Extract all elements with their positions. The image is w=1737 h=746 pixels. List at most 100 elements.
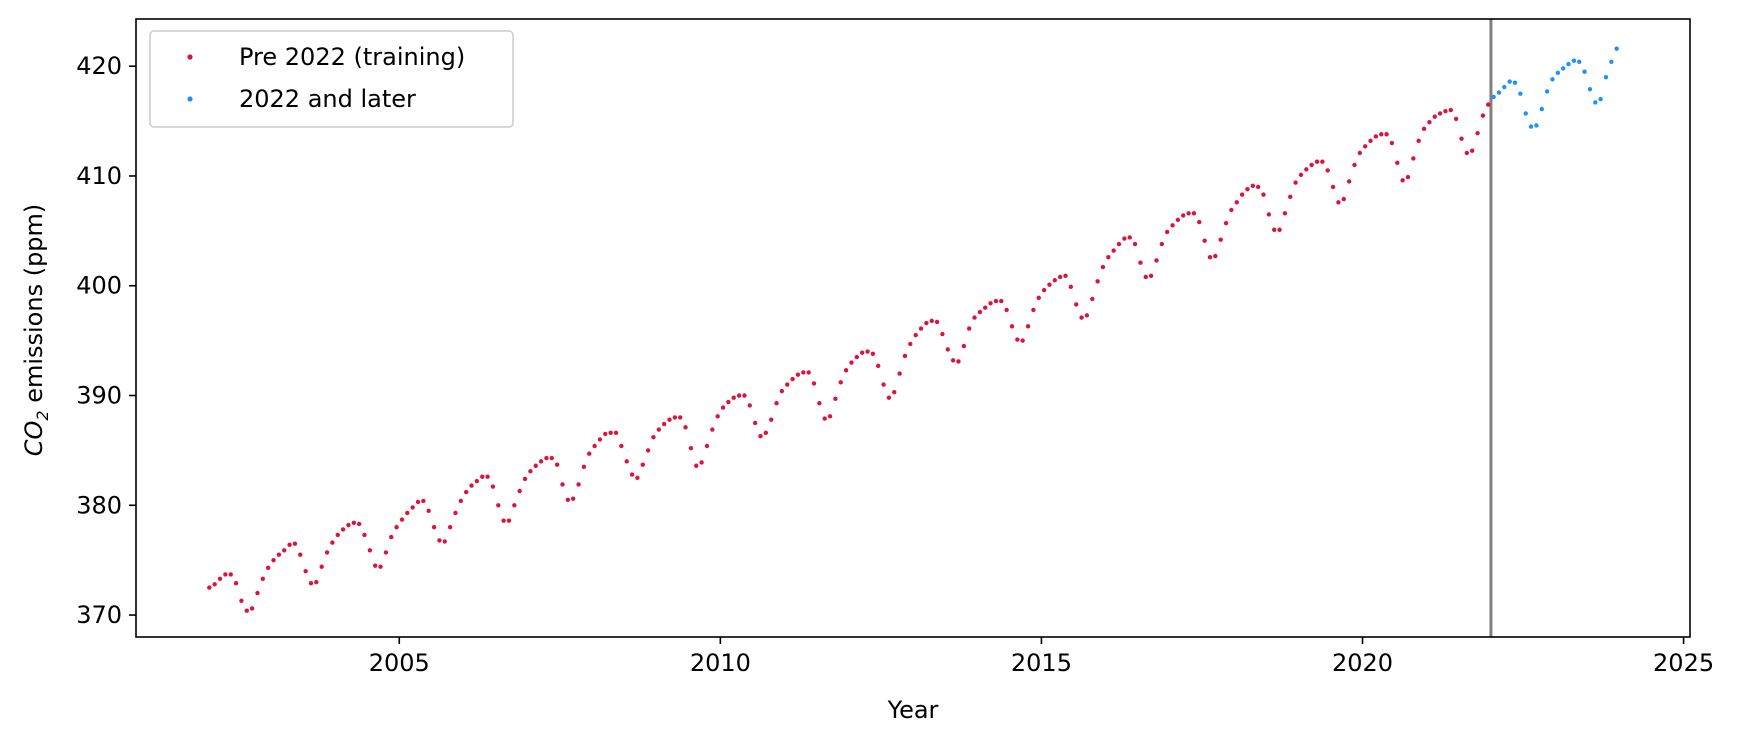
- data-point: [918, 326, 924, 331]
- data-point: [1363, 144, 1368, 149]
- data-point: [886, 395, 892, 400]
- y-axis-label-suffix: emissions (ppm): [20, 204, 48, 411]
- data-point: [603, 431, 608, 437]
- data-point: [576, 482, 581, 487]
- data-point: [1598, 96, 1603, 102]
- data-point: [736, 393, 742, 398]
- data-point: [651, 435, 656, 440]
- data-point: [560, 482, 565, 487]
- data-point: [1571, 58, 1577, 63]
- data-point: [383, 550, 389, 555]
- y-axis-label-prefix: CO: [20, 421, 48, 457]
- data-point: [1400, 178, 1405, 183]
- data-point: [442, 539, 447, 544]
- data-point: [983, 305, 988, 310]
- data-point: [469, 483, 474, 488]
- data-point: [319, 564, 324, 569]
- data-point: [1148, 273, 1154, 279]
- data-point: [870, 351, 876, 356]
- data-point: [1063, 273, 1068, 279]
- data-point: [244, 608, 249, 613]
- data-point: [827, 414, 833, 419]
- legend-box: [149, 30, 514, 128]
- data-point: [1261, 192, 1266, 197]
- data-point: [1528, 124, 1534, 129]
- data-point: [1379, 132, 1384, 137]
- data-point: [517, 488, 522, 494]
- data-point: [362, 532, 367, 538]
- data-point: [287, 542, 292, 547]
- data-point: [1432, 114, 1437, 119]
- data-point: [1512, 80, 1518, 85]
- data-point: [1373, 134, 1379, 139]
- data-point: [1582, 69, 1587, 74]
- data-point: [212, 582, 217, 587]
- data-point: [667, 417, 672, 422]
- data-point: [292, 541, 298, 546]
- data-point: [1593, 100, 1598, 105]
- data-point: [308, 581, 314, 586]
- y-tick-label: 400: [76, 272, 122, 300]
- legend-label: 2022 and later: [239, 85, 416, 113]
- data-point: [972, 315, 977, 320]
- data-point: [405, 510, 410, 516]
- data-point: [265, 565, 271, 571]
- data-point: [1020, 338, 1025, 343]
- data-point: [790, 376, 795, 382]
- data-point: [314, 579, 319, 585]
- data-point: [506, 518, 512, 523]
- data-point: [924, 320, 929, 326]
- data-point: [512, 503, 517, 508]
- data-point: [463, 489, 469, 495]
- data-point: [1384, 132, 1389, 137]
- data-point: [1395, 160, 1400, 165]
- data-point: [806, 370, 811, 375]
- data-point: [945, 347, 950, 352]
- data-point: [480, 474, 485, 479]
- y-tick-label: 420: [76, 52, 122, 80]
- data-point: [1496, 90, 1502, 95]
- data-point: [1111, 248, 1116, 253]
- data-point: [1245, 186, 1250, 192]
- data-point: [330, 540, 335, 545]
- data-point: [940, 331, 945, 337]
- data-point: [1577, 59, 1582, 65]
- data-point: [892, 390, 897, 395]
- data-point: [1587, 87, 1593, 92]
- data-point: [437, 538, 442, 543]
- data-point: [640, 462, 645, 467]
- x-tick-label: 2020: [1332, 649, 1393, 677]
- data-point: [645, 448, 651, 453]
- data-point: [282, 548, 287, 553]
- data-point: [1100, 264, 1106, 270]
- data-point: [1197, 219, 1202, 225]
- data-point: [1453, 116, 1459, 122]
- data-point: [785, 382, 790, 387]
- x-tick-label: 2015: [1011, 649, 1072, 677]
- data-point: [1186, 211, 1191, 216]
- data-point: [966, 326, 972, 331]
- data-point: [367, 548, 373, 553]
- data-point: [570, 496, 576, 501]
- data-point: [1309, 162, 1314, 168]
- data-point: [298, 552, 303, 557]
- data-point: [249, 606, 255, 611]
- data-point: [447, 525, 453, 530]
- data-point: [747, 403, 752, 408]
- data-point: [426, 508, 431, 513]
- data-point: [1122, 236, 1127, 241]
- data-point: [715, 414, 720, 419]
- data-point: [1411, 156, 1416, 161]
- data-point: [699, 460, 704, 465]
- data-point: [811, 381, 817, 386]
- data-point: [490, 484, 496, 489]
- data-point: [1560, 66, 1566, 71]
- data-point: [688, 446, 694, 451]
- data-point: [410, 505, 415, 510]
- data-point: [1015, 337, 1020, 342]
- data-point: [635, 475, 640, 481]
- data-point: [1421, 126, 1427, 131]
- data-point: [431, 525, 437, 530]
- data-point: [303, 568, 308, 574]
